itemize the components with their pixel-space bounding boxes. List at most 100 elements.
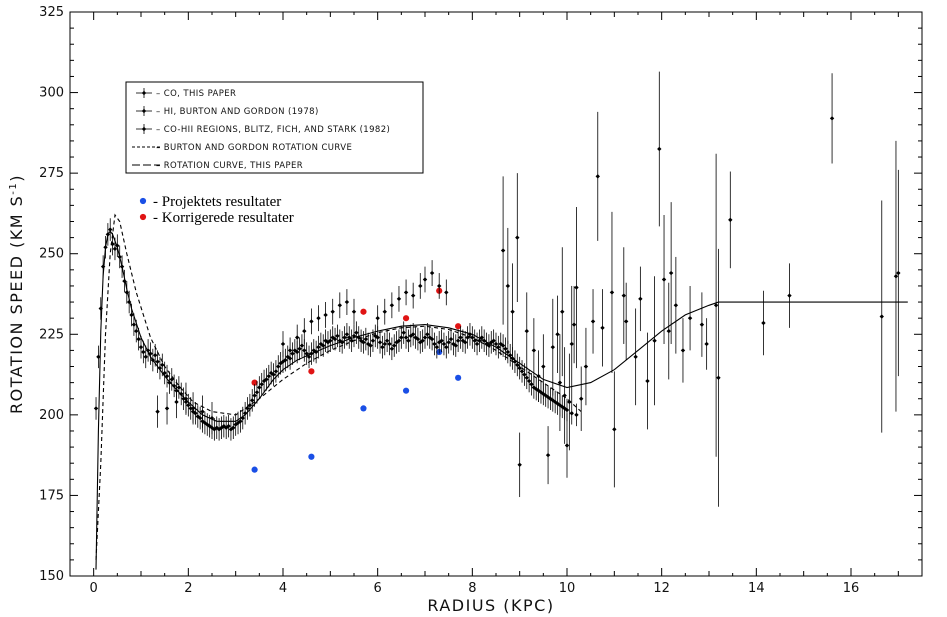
legend2-symbol	[139, 213, 147, 221]
point-hii_regions	[623, 319, 629, 324]
point-co_inner	[524, 375, 529, 380]
legend-symbol-point	[141, 126, 147, 132]
point-co_inner	[155, 359, 160, 364]
point-co_inner	[214, 425, 219, 430]
point-co_inner	[313, 349, 319, 355]
x-tick-label: 4	[279, 581, 287, 596]
y-tick-label: 150	[39, 569, 64, 584]
point-hii_regions	[661, 277, 667, 282]
point-hii_regions	[505, 283, 511, 289]
point-hi_low	[183, 396, 189, 401]
point-hii_regions	[787, 293, 792, 298]
y-axis-title-close: )	[7, 174, 26, 182]
point-co_inner	[505, 349, 511, 355]
point-hii_regions	[595, 174, 600, 179]
point-co_inner	[526, 378, 532, 384]
point-hi_high	[287, 348, 293, 353]
point-hii_regions	[545, 452, 551, 458]
point-co_inner	[543, 393, 548, 398]
point-hii_regions	[673, 303, 679, 308]
point-co_inner	[550, 398, 555, 403]
point-co_inner	[465, 335, 470, 340]
point-hi_high	[389, 303, 395, 308]
point-co_inner	[117, 254, 122, 260]
point-hii_regions	[560, 309, 565, 314]
point-co_inner	[96, 354, 101, 360]
x-tick-label: 8	[468, 581, 476, 596]
point-co_inner	[429, 336, 435, 342]
point-hi_high	[403, 290, 409, 295]
point-co_inner	[493, 341, 499, 347]
point-co_inner	[564, 407, 570, 413]
point-hii_regions	[704, 341, 709, 347]
point-hi_high	[344, 299, 350, 305]
point-co_inner	[370, 338, 376, 343]
point-hii_regions	[879, 314, 884, 319]
point-co_inner	[112, 246, 118, 252]
point-co_inner	[226, 423, 231, 429]
point-co_inner	[399, 335, 404, 340]
legend2-entry-label: - Projektets resultater	[153, 194, 281, 210]
point-hi_low	[209, 415, 215, 421]
point-hi_high	[323, 312, 328, 318]
point-co_inner	[148, 351, 153, 356]
point-hi_low	[164, 406, 170, 411]
point-co_inner	[344, 332, 350, 337]
point-co_inner	[131, 322, 137, 327]
point-co_inner	[245, 406, 250, 411]
point-co_inner	[136, 336, 141, 342]
point-co_inner	[406, 338, 411, 343]
point-hi_high	[295, 335, 300, 340]
point-co_inner	[486, 343, 492, 348]
point-co_inner	[283, 357, 288, 363]
point-co_inner	[410, 332, 416, 337]
point-co_inner	[479, 335, 484, 340]
point-co_inner	[347, 335, 352, 340]
curves-layer	[95, 213, 908, 570]
point-korrigerede	[455, 323, 462, 330]
point-co_inner	[448, 336, 454, 342]
point-co_inner	[467, 332, 473, 337]
point-co_inner	[93, 406, 99, 411]
point-projekt	[251, 466, 258, 473]
point-co_inner	[299, 343, 305, 348]
x-tick-label: 10	[559, 581, 576, 596]
point-co_inner	[193, 411, 198, 416]
point-hii_regions	[517, 462, 522, 468]
point-co_inner	[339, 340, 345, 345]
point-hii_regions	[564, 443, 570, 448]
point-co_inner	[188, 406, 193, 411]
point-hii_regions	[600, 325, 605, 331]
point-co_inner	[186, 402, 191, 408]
point-co_inner	[349, 338, 354, 343]
point-hii_regions	[557, 380, 563, 385]
point-co_inner	[297, 346, 302, 351]
point-co_inner	[124, 290, 129, 295]
point-co_inner	[238, 419, 243, 424]
point-co_inner	[387, 341, 392, 347]
point-co_inner	[515, 362, 520, 368]
point-co_inner	[273, 369, 279, 374]
point-co_inner	[290, 351, 295, 356]
point-co_inner	[455, 338, 461, 343]
point-co_inner	[529, 382, 534, 387]
point-co_inner	[470, 335, 475, 340]
point-co_inner	[496, 344, 501, 350]
point-hii_regions	[652, 338, 657, 343]
point-co_inner	[231, 425, 236, 430]
y-tick-label: 200	[39, 408, 64, 423]
point-co_inner	[108, 227, 113, 232]
point-hii_regions	[716, 375, 721, 380]
point-projekt	[455, 374, 462, 381]
point-co_inner	[356, 335, 361, 340]
point-co_inner	[98, 306, 103, 311]
point-co_inner	[569, 411, 574, 416]
point-hii_regions	[583, 364, 589, 369]
point-co_inner	[512, 359, 518, 364]
point-hii_regions	[574, 285, 579, 290]
point-co_inner	[458, 335, 463, 340]
point-hii_regions	[893, 274, 899, 279]
point-co_inner	[197, 415, 203, 421]
point-co_inner	[100, 264, 106, 269]
